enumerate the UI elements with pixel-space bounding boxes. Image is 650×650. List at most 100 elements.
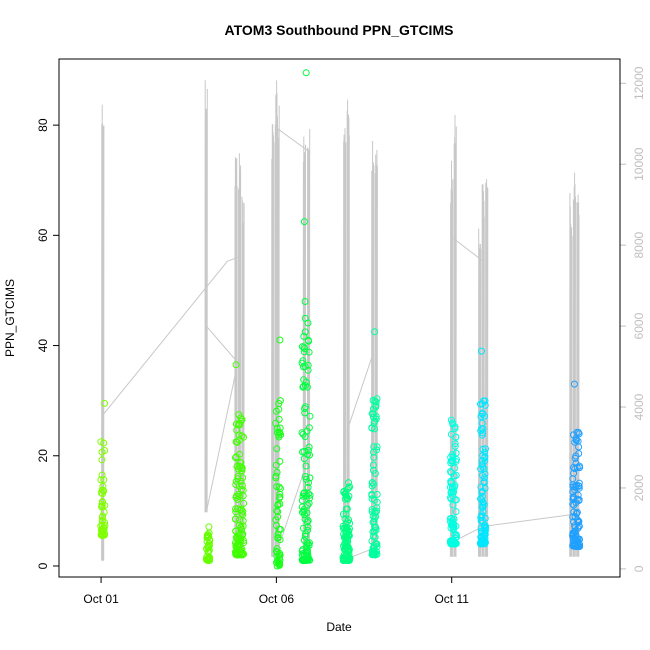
- data-point: [275, 428, 283, 436]
- data-point: [203, 534, 211, 541]
- data-point: [571, 465, 579, 473]
- data-point: [477, 483, 485, 491]
- data-point: [273, 483, 281, 491]
- data-point: [239, 474, 247, 482]
- data-point: [569, 500, 577, 508]
- data-point: [343, 557, 351, 564]
- data-point: [276, 554, 283, 562]
- y2-tick-label: 2000: [632, 474, 646, 501]
- data-point: [239, 486, 247, 494]
- data-point: [481, 539, 489, 547]
- data-point: [452, 496, 460, 504]
- data-point: [98, 517, 106, 525]
- data-point: [305, 337, 313, 345]
- data-point: [300, 332, 308, 340]
- data-point: [97, 438, 105, 446]
- data-point: [370, 547, 378, 555]
- data-point: [300, 507, 308, 515]
- data-point: [477, 413, 485, 420]
- data-point: [478, 496, 486, 504]
- data-point: [302, 403, 309, 411]
- data-point: [301, 532, 309, 540]
- data-point: [231, 515, 239, 523]
- data-point: [346, 556, 353, 564]
- y-tick-label: 20: [36, 449, 50, 463]
- data-point: [235, 535, 243, 543]
- data-point: [101, 530, 108, 538]
- data-point: [478, 512, 486, 520]
- data-point: [478, 529, 486, 537]
- data-point: [451, 442, 459, 450]
- data-point: [234, 536, 242, 544]
- data-point: [480, 465, 488, 473]
- data-point: [570, 534, 578, 541]
- y-tick-label: 0: [36, 562, 50, 569]
- data-point: [235, 547, 243, 554]
- data-point: [479, 429, 487, 437]
- x-tick-label: Oct 06: [259, 592, 295, 606]
- data-point: [479, 425, 487, 433]
- data-point: [569, 493, 577, 501]
- data-point: [479, 461, 486, 469]
- data-point: [373, 490, 381, 498]
- data-point: [477, 524, 485, 532]
- data-point: [303, 518, 311, 526]
- data-point: [482, 445, 489, 453]
- data-point: [272, 419, 280, 427]
- data-point: [98, 456, 106, 464]
- data-point: [206, 556, 214, 564]
- data-point: [275, 400, 283, 407]
- data-point: [370, 532, 377, 540]
- data-point: [479, 501, 487, 509]
- data-point: [571, 454, 579, 462]
- data-point: [273, 445, 281, 453]
- data-point: [299, 357, 307, 365]
- data-point: [479, 487, 487, 495]
- data-point: [304, 526, 311, 534]
- data-point: [299, 430, 307, 438]
- trace-connector: [454, 513, 575, 542]
- data-point: [304, 501, 312, 509]
- data-point: [204, 531, 212, 538]
- data-point: [344, 532, 352, 540]
- data-point: [446, 494, 454, 501]
- data-point: [232, 361, 240, 369]
- data-point: [276, 424, 284, 432]
- data-point: [274, 531, 282, 539]
- y2-tick-label: 4000: [632, 393, 646, 420]
- data-point: [448, 539, 455, 547]
- data-point: [447, 459, 455, 467]
- data-point: [301, 298, 309, 305]
- data-point: [233, 551, 240, 558]
- data-point: [574, 535, 582, 543]
- data-point: [232, 481, 240, 489]
- data-point: [371, 328, 379, 336]
- data-point: [477, 538, 485, 546]
- data-point: [451, 464, 459, 472]
- data-point: [204, 533, 212, 541]
- data-point: [446, 515, 454, 523]
- data-point: [477, 400, 484, 408]
- data-point: [240, 499, 248, 507]
- data-point: [304, 366, 312, 374]
- data-point: [452, 458, 460, 465]
- trace-connector: [276, 127, 310, 153]
- data-point: [570, 542, 578, 550]
- data-point: [302, 462, 310, 470]
- data-point: [276, 457, 284, 465]
- data-point: [305, 348, 313, 356]
- points-layer: [97, 69, 584, 570]
- data-point: [449, 526, 457, 534]
- data-point: [575, 517, 583, 525]
- data-point: [346, 483, 354, 491]
- data-point: [306, 451, 313, 459]
- data-point: [239, 507, 247, 515]
- data-point: [272, 461, 280, 469]
- y-axis-label: PPN_GTCIMS: [3, 279, 17, 357]
- data-point: [99, 487, 107, 495]
- data-point: [372, 513, 380, 521]
- data-point: [276, 494, 283, 502]
- data-point: [371, 417, 379, 425]
- data-point: [369, 410, 377, 418]
- data-point: [575, 522, 583, 530]
